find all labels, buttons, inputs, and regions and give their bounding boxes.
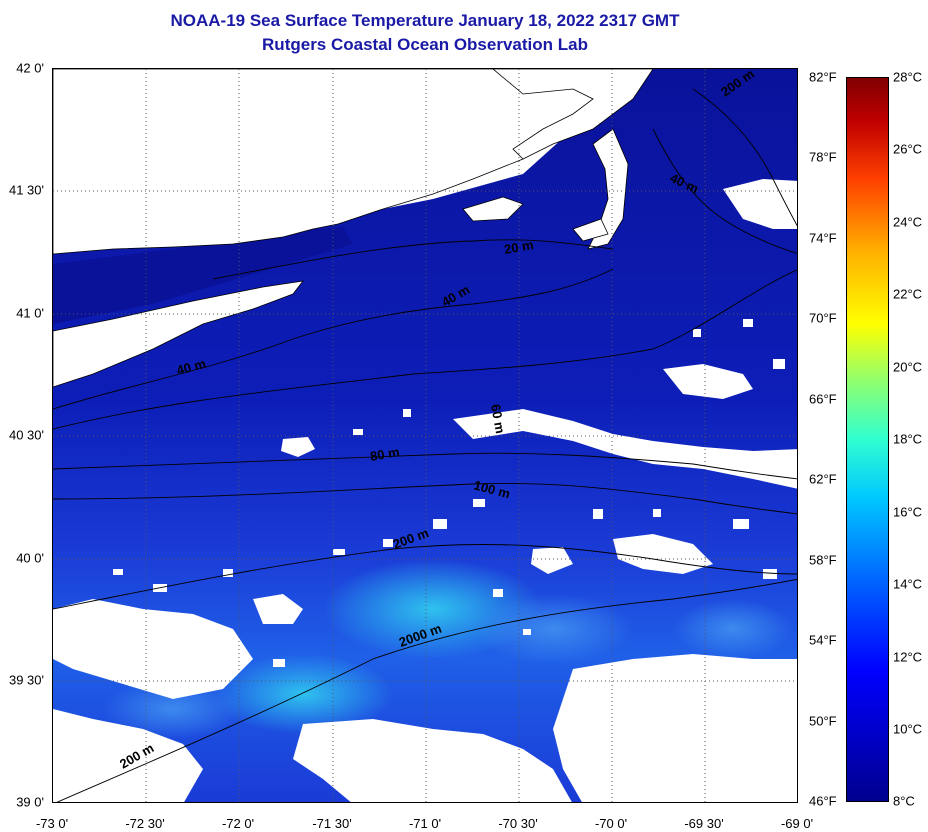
lat-label: 41 0': [16, 305, 44, 321]
contour-200m-ne: [692, 88, 797, 227]
fahrenheit-label: 78°F: [809, 149, 837, 165]
graticule: [53, 69, 797, 802]
lon-label: -71 30': [312, 816, 352, 831]
land-cape-tip: [587, 128, 629, 250]
contour-200m: [53, 544, 797, 610]
contour-label: 80 m: [369, 444, 401, 464]
lat-label: 39 0': [16, 794, 44, 810]
celsius-label: 14°C: [893, 576, 923, 592]
contour-100m: [53, 482, 797, 515]
contour-label: 20 m: [503, 237, 535, 257]
fahrenheit-label: 70°F: [809, 310, 837, 326]
celsius-label: 10°C: [893, 721, 923, 737]
celsius-label: 28°C: [893, 69, 923, 85]
no-data-regions: [53, 179, 797, 802]
contour-60m: [53, 269, 797, 430]
fahrenheit-label: 74°F: [809, 230, 837, 246]
warm-patch: [673, 599, 793, 659]
contour-label: 60 m: [488, 403, 508, 435]
lon-label: -72 30': [125, 816, 165, 831]
contour-80m: [53, 452, 797, 480]
contour-2000m: [56, 578, 797, 802]
fahrenheit-label: 54°F: [809, 632, 837, 648]
fahrenheit-label: 58°F: [809, 552, 837, 568]
celsius-label: 22°C: [893, 286, 923, 302]
sst-field-sound: [53, 227, 353, 324]
lon-label: -71 0': [408, 816, 442, 831]
bathymetry-contours: [53, 88, 797, 802]
celsius-label: 24°C: [893, 214, 923, 230]
fahrenheit-label: 66°F: [809, 391, 837, 407]
contour-label: 40 m: [175, 356, 208, 378]
lon-label: -70 0': [594, 816, 628, 831]
lat-label: 42 0': [16, 60, 44, 76]
lon-label: -69 0': [780, 816, 814, 831]
sst-map[interactable]: 200 m 40 m 20 m 40 m 40 m 80 m 60 m 100 …: [52, 68, 798, 803]
no-data-speckles: [113, 319, 785, 677]
contour-40m-ne: [652, 128, 797, 254]
map-subtitle: Rutgers Coastal Ocean Observation Lab: [262, 35, 588, 54]
lat-label: 40 0': [16, 550, 44, 566]
land-nantucket: [572, 218, 609, 242]
contour-40m: [53, 268, 614, 410]
celsius-label: 20°C: [893, 359, 923, 375]
contour-20m: [212, 239, 614, 280]
fahrenheit-label: 62°F: [809, 471, 837, 487]
map-title: NOAA-19 Sea Surface Temperature January …: [170, 11, 680, 30]
lat-label: 41 30': [8, 182, 44, 198]
lon-label: -72 0': [221, 816, 255, 831]
celsius-label: 18°C: [893, 431, 923, 447]
celsius-label: 8°C: [893, 793, 915, 809]
sst-map-canvas: 200 m 40 m 20 m 40 m 40 m 80 m 60 m 100 …: [53, 69, 797, 802]
celsius-label: 16°C: [893, 504, 923, 520]
lon-label: -70 30': [498, 816, 538, 831]
fahrenheit-label: 82°F: [809, 69, 837, 85]
land-marthas-vineyard: [462, 196, 524, 222]
fahrenheit-label: 46°F: [809, 793, 837, 809]
fahrenheit-label: 50°F: [809, 713, 837, 729]
land-long-island: [53, 280, 304, 388]
lat-label: 40 30': [8, 427, 44, 443]
warm-patch: [473, 594, 633, 664]
lon-label: -73 0': [35, 816, 69, 831]
celsius-label: 26°C: [893, 141, 923, 157]
warm-patch: [103, 679, 243, 739]
lon-label: -69 30': [684, 816, 724, 831]
celsius-label: 12°C: [893, 649, 923, 665]
temperature-colorbar: [846, 77, 889, 802]
lat-label: 39 30': [8, 672, 44, 688]
land-cape-cod: [492, 69, 654, 160]
